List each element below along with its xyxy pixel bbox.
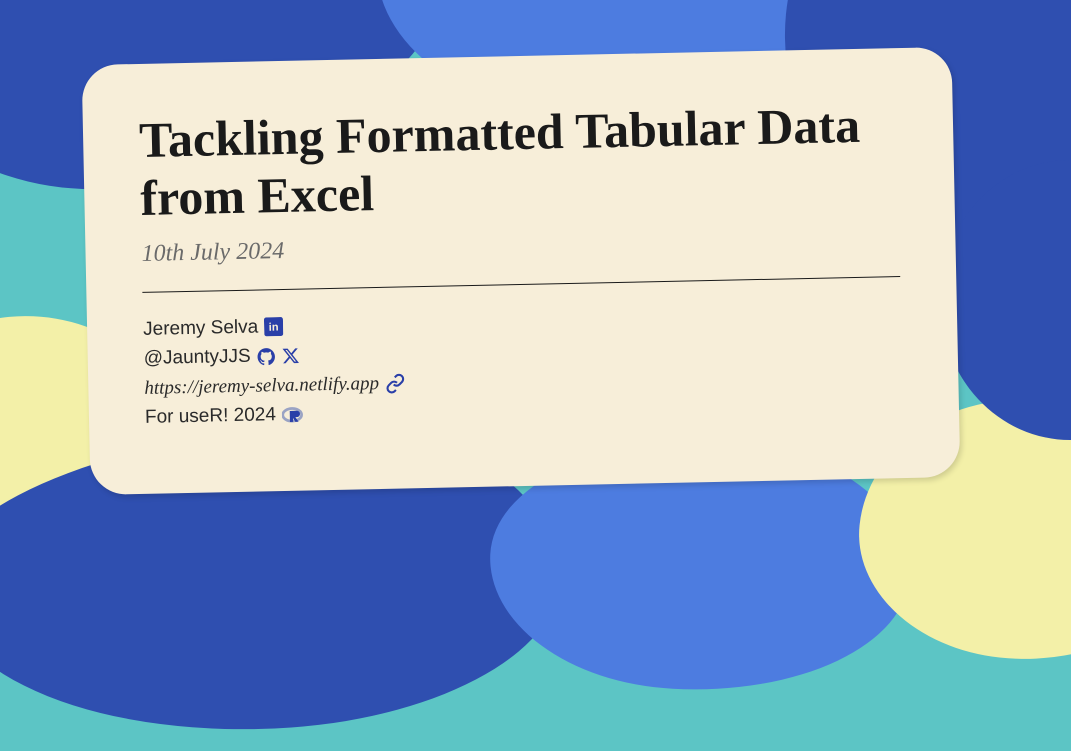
x-icon[interactable]: [281, 347, 299, 365]
linkedin-icon[interactable]: in: [264, 317, 283, 336]
r-icon: [282, 406, 304, 424]
author-handle: @JauntyJJS: [143, 342, 251, 374]
github-icon[interactable]: [256, 347, 275, 366]
presentation-date: 10th July 2024: [141, 225, 899, 268]
divider: [142, 276, 900, 293]
presentation-title: Tackling Formatted Tabular Data from Exc…: [139, 96, 899, 227]
venue-text: For useR! 2024: [145, 400, 277, 432]
author-url[interactable]: https://jeremy-selva.netlify.app: [144, 369, 379, 403]
svg-text:in: in: [269, 322, 279, 334]
link-icon[interactable]: [385, 373, 405, 393]
author-name: Jeremy Selva: [143, 313, 259, 345]
title-card: Tackling Formatted Tabular Data from Exc…: [82, 47, 961, 495]
